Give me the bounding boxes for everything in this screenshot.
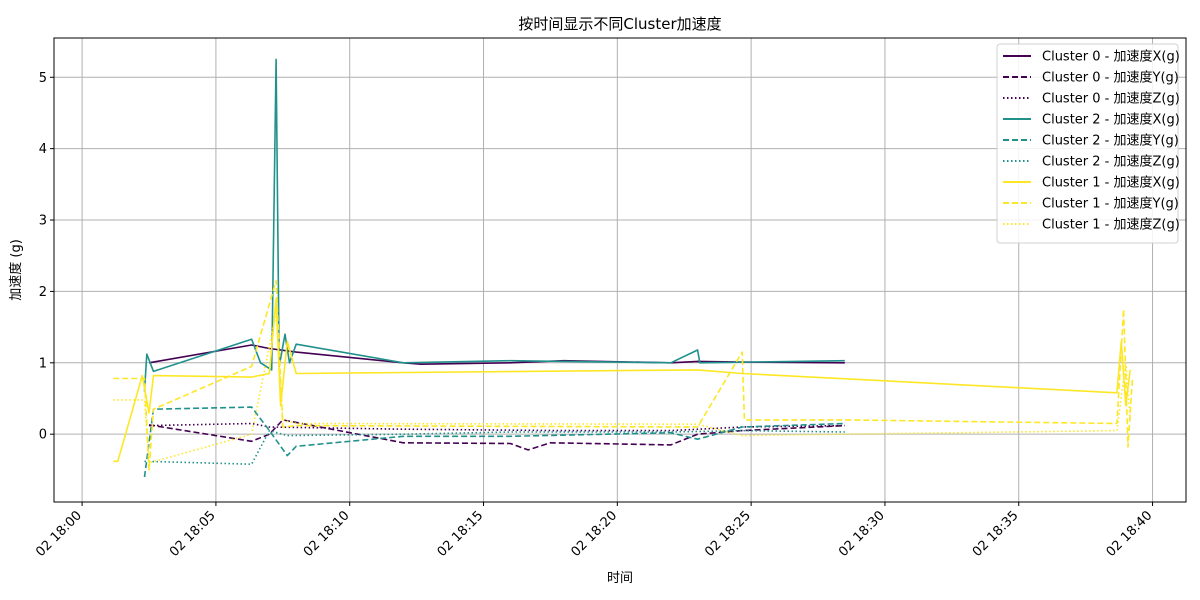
legend-label: Cluster 0 - 加速度X(g) <box>1042 49 1180 65</box>
x-tick-label: 02 18:10 <box>301 508 353 560</box>
series-line-1 <box>148 419 845 451</box>
series-line-6 <box>113 297 1131 463</box>
x-tick-label: 02 18:00 <box>33 508 85 560</box>
y-tick-label: 1 <box>39 356 47 371</box>
y-tick-label: 3 <box>39 214 47 229</box>
x-tick-label: 02 18:40 <box>1104 508 1156 560</box>
y-tick-label: 2 <box>39 285 47 300</box>
legend-label: Cluster 1 - 加速度Z(g) <box>1042 217 1180 233</box>
x-tick-label: 02 18:35 <box>970 508 1022 560</box>
x-tick-label: 02 18:15 <box>435 508 487 560</box>
legend-label: Cluster 2 - 加速度X(g) <box>1042 112 1180 128</box>
plot-frame <box>53 37 1187 503</box>
series-line-4 <box>143 406 845 478</box>
x-tick-label: 02 18:30 <box>836 508 888 560</box>
legend-label: Cluster 0 - 加速度Z(g) <box>1042 91 1180 107</box>
y-axis-title: 加速度 (g) <box>8 239 24 301</box>
legend-label: Cluster 0 - 加速度Y(g) <box>1042 70 1179 86</box>
series-line-7 <box>113 279 1134 471</box>
x-tick-label: 02 18:05 <box>167 508 219 560</box>
axis-ticks: 02 18:00 02 18:05 02 18:10 02 18:15 02 18:20… <box>33 71 1155 560</box>
series-line-0 <box>148 344 845 366</box>
y-tick-label: 4 <box>39 142 47 157</box>
series-group <box>113 58 1134 478</box>
y-tick-label: 0 <box>39 428 47 443</box>
legend-label: Cluster 2 - 加速度Z(g) <box>1042 154 1180 170</box>
legend: Cluster 0 - 加速度X(g) Cluster 0 - 加速度Y(g) Cl… <box>996 43 1180 244</box>
legend-label: Cluster 1 - 加速度Y(g) <box>1042 196 1179 212</box>
x-tick-label: 02 18:25 <box>702 508 754 560</box>
series-line-5 <box>144 429 845 466</box>
x-tick-label: 02 18:20 <box>568 508 620 560</box>
legend-box <box>996 43 1179 244</box>
y-tick-label: 5 <box>39 71 47 86</box>
legend-label: Cluster 2 - 加速度Y(g) <box>1042 133 1179 149</box>
chart-title: 按时间显示不同Cluster加速度 <box>518 15 721 33</box>
series-line-3 <box>143 58 845 392</box>
series-line-8 <box>113 311 1131 464</box>
legend-label: Cluster 1 - 加速度X(g) <box>1042 175 1180 191</box>
x-axis-title: 时间 <box>607 571 633 586</box>
